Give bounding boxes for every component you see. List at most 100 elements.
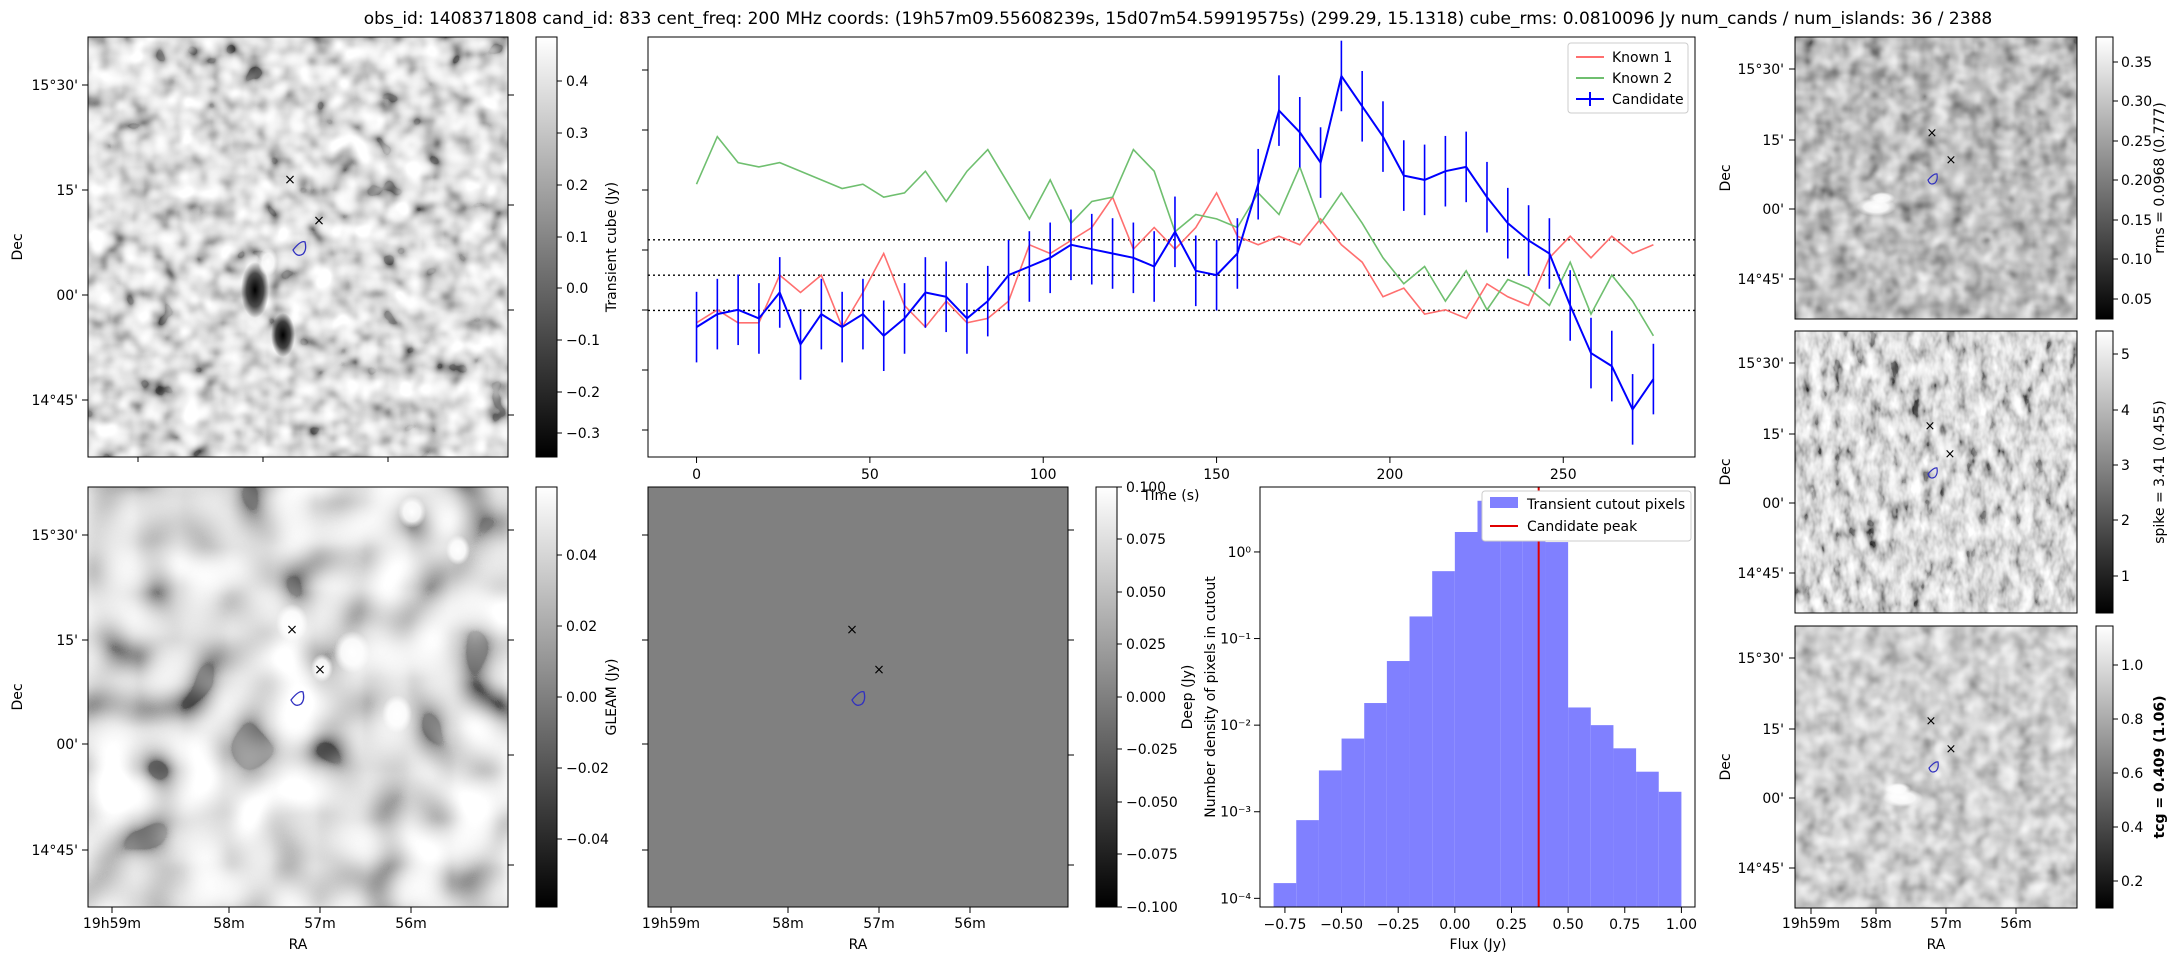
dec-tick-label: 15°30'	[32, 78, 78, 94]
dec-tick-label: 14°45'	[32, 393, 78, 409]
tcg-map-image	[1795, 626, 2077, 908]
ra-tick-label: 19h59m	[642, 916, 700, 932]
candidate-contour	[851, 691, 866, 706]
x-axis-label: RA	[849, 937, 868, 953]
histogram-legend: Transient cutout pixels Candidate peak	[1481, 490, 1692, 542]
colorbar-tick-label: −0.02	[566, 761, 609, 777]
histogram-bar	[1454, 531, 1478, 907]
x-tick-label: 250	[1550, 467, 1577, 483]
y-axis-label: Dec	[10, 233, 26, 260]
dec-tick-label: 00'	[56, 288, 78, 304]
dec-tick-label: 14°45'	[32, 843, 78, 859]
colorbar-tick-label: 0.075	[1126, 532, 1166, 548]
histogram-bar	[1545, 542, 1569, 907]
colorbar-label: tcg = 0.409 (1.06)	[2152, 696, 2168, 839]
red-source-marker: ×	[314, 662, 326, 678]
colorbar	[535, 486, 558, 908]
colorbar-ticks: 0.35 0.30 0.25 0.20 0.15 0.10 0.05	[2113, 55, 2152, 308]
x-tick-label: 150	[1203, 467, 1230, 483]
x-tick-label: 100	[1030, 467, 1057, 483]
x-tick-label: 0.75	[1609, 917, 1640, 933]
colorbar	[2095, 36, 2114, 320]
histogram-bar	[1409, 616, 1433, 907]
colorbar	[2095, 625, 2114, 909]
x-axis-label: Time (s)	[1142, 488, 1200, 504]
y-axis-label: Dec	[10, 683, 26, 710]
colorbar-tick-label: 2	[2121, 513, 2130, 529]
x-tick-label: 0.50	[1553, 917, 1584, 933]
y-axis-label: Dec	[1718, 458, 1734, 485]
colorbar-tick-label: 1	[2121, 569, 2130, 585]
colorbar-tick-label: 4	[2121, 403, 2130, 419]
ra-tick-label: 57m	[304, 916, 335, 932]
x-tick-label: 1.00	[1666, 917, 1697, 933]
dec-tick-label: 15'	[1762, 722, 1784, 738]
candidate-contour	[290, 691, 305, 706]
colorbar-tick-label: −0.100	[1126, 900, 1178, 916]
colorbar-tick-label: 0.30	[2121, 94, 2152, 110]
dec-ticks-y: 15°30' 15' 00' 14°45'	[32, 78, 88, 409]
green-source-marker: ×	[1927, 126, 1938, 141]
ra-tick-label: 57m	[1930, 916, 1961, 932]
histogram-bar	[1500, 502, 1523, 907]
ra-ticks-x: 19h59m 58m 57m 56m	[83, 907, 427, 932]
spike-map-panel: × × 15°30' 15' 00' 14°45' Dec 5 4 3 2 1 …	[1718, 330, 2168, 614]
y-tick-label: 10⁻³	[1220, 805, 1251, 821]
colorbar-tick-label: 0.6	[2121, 766, 2143, 782]
y-axis-label: Dec	[1718, 753, 1734, 780]
rms-map-panel: × × 15°30' 15' 00' 14°45' Dec 0.35 0.30 …	[1718, 36, 2168, 320]
gleam-source-blob	[382, 695, 412, 733]
x-tick-label: −0.50	[1320, 917, 1363, 933]
ra-tick-label: 56m	[954, 916, 985, 932]
histogram-bar	[1613, 748, 1637, 907]
rms-map-image	[1795, 37, 2077, 319]
colorbar-label: GLEAM (Jy)	[604, 659, 620, 736]
histogram-bar	[1568, 707, 1591, 907]
colorbar-tick-label: 0.10	[2121, 252, 2152, 268]
colorbar-tick-label: 0.4	[566, 74, 588, 90]
red-source-marker: ×	[1945, 447, 1956, 462]
gleam-source-blob	[398, 496, 426, 528]
y-tick-label: 10⁰	[1228, 545, 1252, 561]
histogram-bar	[1432, 571, 1455, 907]
colorbar-tick-label: 0.1	[566, 230, 588, 246]
x-tick-label: 0	[692, 467, 701, 483]
dec-tick-label: 00'	[1762, 496, 1784, 512]
colorbar-tick-label: 0.02	[566, 619, 597, 635]
colorbar-tick-label: 0.25	[2121, 134, 2152, 150]
green-source-marker: ×	[846, 622, 858, 638]
figure-title: obs_id: 1408371808 cand_id: 833 cent_fre…	[364, 9, 1992, 29]
ra-ticks-x: 19h59m 58m 57m 56m	[1782, 908, 2032, 932]
deep-cutout-panel: × × 19h59m 58m 57m 56m RA 0.100 0.075 0.…	[642, 480, 1196, 953]
dec-tick-label: 15°30'	[1738, 356, 1784, 372]
colorbar-tick-label: 0.00	[566, 690, 597, 706]
histogram-bar	[1386, 661, 1410, 907]
dec-tick-label: 15'	[1762, 427, 1784, 443]
green-source-marker: ×	[284, 172, 296, 188]
colorbar-tick-label: 1.0	[2121, 658, 2143, 674]
transient-dark-feature	[271, 313, 295, 357]
red-source-marker: ×	[873, 662, 885, 678]
legend-label: Known 2	[1612, 71, 1672, 87]
colorbar-tick-label: 0.3	[566, 126, 588, 142]
gleam-source-blob	[334, 631, 370, 673]
legend-label: Known 1	[1612, 50, 1672, 66]
green-source-marker: ×	[286, 622, 298, 638]
x-tick-label: 50	[861, 467, 879, 483]
histogram-bar	[1296, 820, 1319, 907]
histogram-bar	[1318, 770, 1342, 907]
ra-tick-label: 58m	[1860, 916, 1891, 932]
colorbar	[535, 36, 558, 458]
colorbar-tick-label: 0.8	[2121, 712, 2143, 728]
lightcurve-legend: Known 1 Known 2 Candidate	[1567, 42, 1689, 114]
histogram-bar	[1590, 725, 1614, 907]
colorbar-tick-label: 0.025	[1126, 637, 1166, 653]
dec-tick-label: 15'	[56, 183, 78, 199]
colorbar-tick-label: −0.2	[566, 385, 600, 401]
ra-tick-label: 56m	[395, 916, 426, 932]
colorbar-tick-label: 0.4	[2121, 820, 2143, 836]
red-source-marker: ×	[1946, 153, 1957, 168]
lightcurve-panel: 0 50 100 150 200 250 Time (s) Known 1 Known 2…	[642, 36, 1696, 504]
colorbar-label: rms = 0.0968 (0.777)	[2152, 102, 2168, 254]
